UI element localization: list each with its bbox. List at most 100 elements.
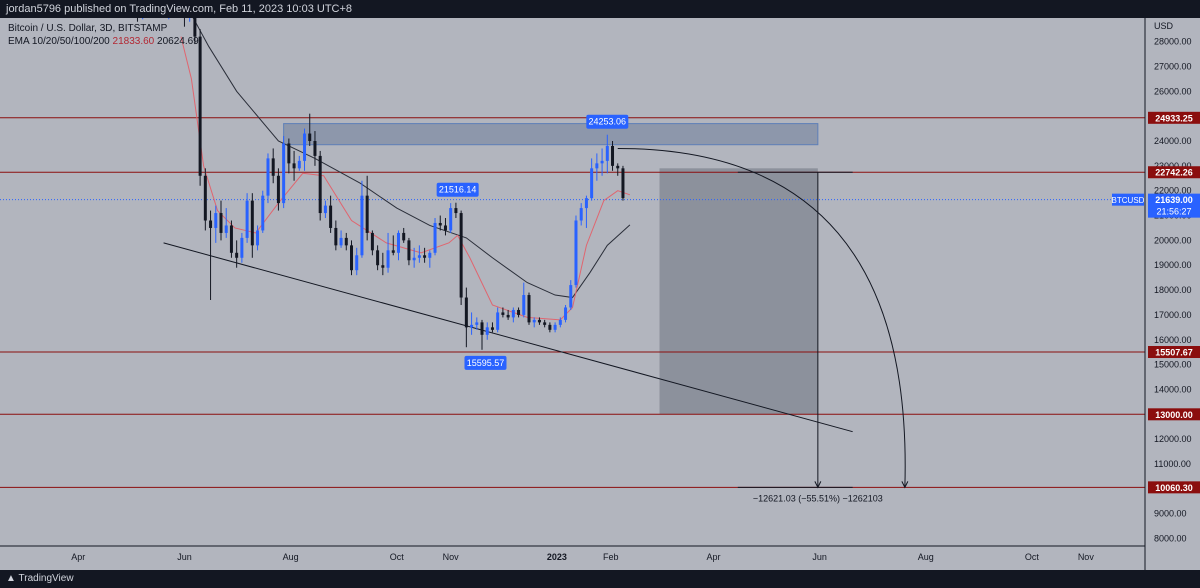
candle-body [438,222,442,226]
candle-body [485,327,489,335]
candle-body [459,213,463,298]
candle-body [548,324,552,330]
candle-body [470,324,474,328]
price-callout-label: 24253.06 [589,117,627,127]
current-price-label: 21639.00 [1155,195,1193,205]
level-price-label: 22742.26 [1155,168,1193,178]
candle-body [391,250,395,253]
ema-fast-line [180,36,631,321]
candle-body [574,220,578,286]
price-tick-label: 20000.00 [1154,235,1192,245]
price-tick-label: 24000.00 [1154,136,1192,146]
price-tick-label: 26000.00 [1154,86,1192,96]
time-tick-label: Oct [1025,552,1040,562]
candle-body [282,143,286,204]
candle-body [423,255,427,258]
price-tick-label: 16000.00 [1154,335,1192,345]
price-callout-box [436,182,479,197]
candle-body [433,222,437,253]
candle-body [245,200,249,238]
candle-body [506,314,510,318]
candle-body [480,322,484,335]
time-tick-label: Apr [71,552,85,562]
candle-body [564,307,568,320]
candle-body [464,297,468,328]
candle-body [214,213,218,228]
price-tick-label: 19000.00 [1154,260,1192,270]
candle-body [203,175,207,221]
candle-body [344,237,348,246]
candle-body [240,237,244,258]
ema-value-fast: 21833.60 [112,36,155,47]
time-tick-label: Feb [603,552,619,562]
time-tick-label: Aug [918,552,934,562]
price-axis[interactable] [1145,18,1200,546]
candle-body [318,155,322,214]
candle-body [229,225,233,253]
candle-body [553,324,557,330]
chart-area[interactable]: −12621.03 (−55.51%) −1262103 24253.06 2151… [0,18,1200,570]
footer-brand: TradingView [18,573,74,584]
candle-body [365,195,369,233]
candle-body [396,232,400,253]
level-price-label: 10060.30 [1155,483,1193,493]
price-callout-box [586,114,629,129]
time-tick-label: 2023 [547,552,567,562]
candle-body [250,200,254,246]
candle-body [590,168,594,199]
symbol-tag [1112,193,1144,206]
candle-body [339,237,343,246]
resistance-zone[interactable] [283,123,819,146]
candle-body [313,140,317,156]
candle-body [287,143,291,164]
candle-body [475,322,479,325]
time-tick-label: Nov [443,552,460,562]
price-tick-label: 9000.00 [1154,509,1187,519]
price-callout-box [464,355,507,370]
candle-body [224,225,228,233]
level-price-label: 13000.00 [1155,410,1193,420]
price-tick-label: 11000.00 [1154,459,1191,469]
candle-body [616,165,620,169]
measure-arrow-icon [814,481,822,489]
price-tick-label: 27000.00 [1154,61,1192,71]
price-tick-label: 23000.00 [1154,161,1192,171]
candle-body [532,319,536,323]
candle-body [428,252,432,258]
descending-trendline[interactable] [163,242,853,433]
candle-body [558,319,562,325]
projected-path-curve[interactable] [617,147,906,488]
candle-body [334,227,338,246]
candle-body [323,205,327,214]
price-tick-label: 14000.00 [1154,384,1192,394]
candle-body [412,257,416,261]
price-callout-label: 15595.57 [467,358,505,368]
candle-body [261,195,265,231]
candle-body [256,230,260,246]
symbol-line: Bitcoin / U.S. Dollar, 3D, BITSTAMP [8,23,168,34]
candle-body [350,245,354,271]
candle-body [376,250,380,266]
candle-body [193,18,197,37]
price-tick-label: 17000.00 [1154,310,1192,320]
candle-body [381,265,385,268]
candle-body [611,145,615,166]
candle-body [496,312,500,330]
candle-body [621,168,625,199]
projected-path-arrow-icon [901,481,909,489]
candle-body [209,220,213,228]
candle-body [543,322,547,325]
candle-body [402,232,406,241]
price-chart[interactable]: −12621.03 (−55.51%) −1262103 24253.06 2151… [0,18,1200,570]
candle-body [219,213,223,233]
ema-slow-line [192,18,631,299]
level-price-label: 15507.67 [1155,348,1193,358]
footer-bar: ▲ TradingView [0,570,1200,588]
projection-box[interactable] [659,168,818,415]
level-price-tag [1148,346,1200,359]
measure-label: −12621.03 (−55.51%) −1262103 [753,493,883,503]
candle-body [292,163,296,169]
candle-body [297,160,301,169]
candle-body [271,158,275,176]
level-price-tag [1148,408,1200,421]
